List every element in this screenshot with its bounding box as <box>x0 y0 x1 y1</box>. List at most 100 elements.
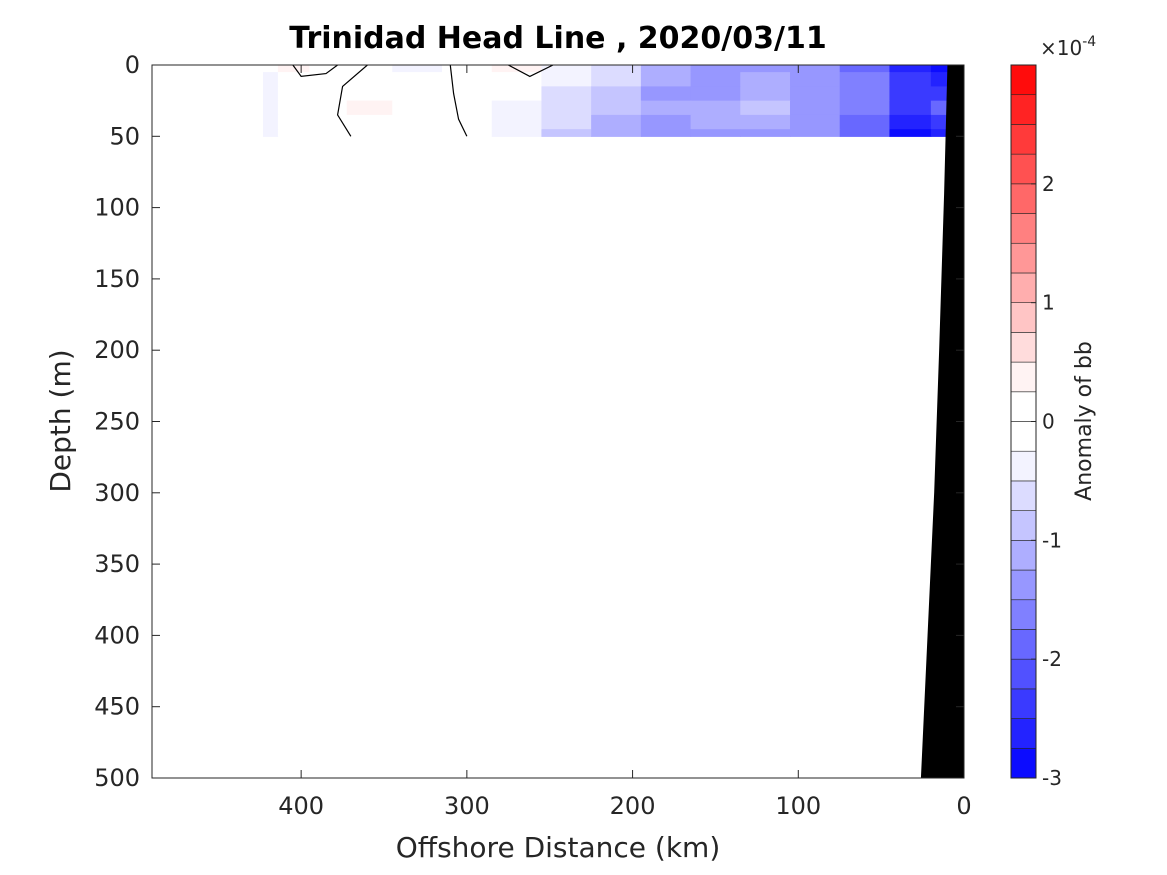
y-tick-label: 0 <box>125 51 140 79</box>
contour-cell <box>640 114 692 130</box>
contour-cell <box>277 86 311 102</box>
zero-contour-line <box>292 65 338 78</box>
y-axis-label: Depth (m) <box>44 349 77 492</box>
colorbar-tick-label: 1 <box>1042 291 1055 315</box>
contour-cell <box>346 100 393 116</box>
contour-cell <box>309 129 348 137</box>
contour-cell <box>263 129 279 137</box>
contour-cell <box>309 100 348 116</box>
contour-cell <box>277 100 311 116</box>
colorbar-swatch <box>1010 629 1037 660</box>
contour-cell <box>392 114 443 130</box>
contour-cell <box>442 86 493 102</box>
contour-fill <box>263 65 949 137</box>
contour-cell <box>263 100 279 116</box>
contour-cell <box>690 100 741 116</box>
contour-cell <box>392 65 443 73</box>
contour-cell <box>491 65 543 73</box>
colorbar-swatch <box>1010 213 1037 244</box>
contour-cell <box>541 100 592 116</box>
contour-cell <box>790 100 841 116</box>
contour-cell <box>309 72 348 87</box>
colorbar-swatch <box>1010 332 1037 363</box>
x-tick-label: 200 <box>610 792 656 820</box>
x-tick-label: 100 <box>775 792 821 820</box>
contour-cell <box>591 114 642 130</box>
x-tick-label: 400 <box>278 792 324 820</box>
contour-cell <box>263 65 279 73</box>
colorbar-swatch <box>1010 510 1037 541</box>
contour-cell <box>442 114 493 130</box>
colorbar-tick-label: 2 <box>1042 172 1055 196</box>
colorbar-swatch <box>1010 94 1037 125</box>
contour-cell <box>839 114 891 130</box>
colorbar-tick-label: 0 <box>1042 410 1055 434</box>
contour-cell <box>392 129 443 137</box>
colorbar-tick-label: -1 <box>1042 528 1062 552</box>
plot-background <box>152 65 964 778</box>
zero-contour-line <box>508 65 554 78</box>
x-tick-label: 300 <box>444 792 490 820</box>
colorbar-swatch <box>1010 302 1037 333</box>
contour-cell <box>930 129 949 137</box>
contour-cell <box>930 65 949 73</box>
contour-cell <box>690 86 741 102</box>
contour-cell <box>889 86 932 102</box>
y-tick-label: 300 <box>94 479 140 507</box>
contour-cell <box>889 72 932 87</box>
contour-cell <box>541 114 592 130</box>
y-tick-label: 450 <box>94 693 140 721</box>
contour-cell <box>346 114 393 130</box>
y-tick-label: 350 <box>94 550 140 578</box>
colorbar-swatch <box>1010 361 1037 393</box>
colorbar-swatch <box>1010 480 1037 511</box>
contour-cell <box>346 65 393 73</box>
y-axis: 0 50 100 150 200 250 300 350 400 450 500 <box>94 51 964 792</box>
contour-cell <box>889 100 932 116</box>
contour-cell <box>442 100 493 116</box>
contour-cell <box>277 129 311 137</box>
contour-cell <box>640 100 692 116</box>
colorbar-ticks: 2 1 0 -1 -2 -3 <box>1031 172 1062 790</box>
contour-cell <box>640 72 692 87</box>
contour-cell <box>591 72 642 87</box>
contour-cell <box>690 114 741 130</box>
contour-cell <box>309 114 348 130</box>
contour-cell <box>930 86 949 102</box>
contour-cell <box>392 86 443 102</box>
bathymetry-land <box>920 65 964 778</box>
contour-cell <box>309 86 348 102</box>
contour-cell <box>740 65 791 73</box>
contour-cell <box>263 114 279 130</box>
x-tick-label: 0 <box>956 792 971 820</box>
colorbar-tick-label: -2 <box>1042 647 1062 671</box>
colorbar-exponent: ×10-4 <box>1040 34 1096 60</box>
colorbar-swatch <box>1010 688 1037 719</box>
colorbar-swatch <box>1010 747 1037 779</box>
contour-cell <box>263 86 279 102</box>
contour-cell <box>346 72 393 87</box>
contour-cell <box>442 72 493 87</box>
contour-cell <box>740 72 791 87</box>
contour-cell <box>839 129 891 137</box>
contour-cell <box>839 100 891 116</box>
contour-cell <box>442 129 493 137</box>
colorbar-swatch <box>1010 421 1037 452</box>
y-tick-label: 500 <box>94 764 140 792</box>
contour-cell <box>541 86 592 102</box>
colorbar-swatch <box>1010 391 1037 422</box>
contour-cell <box>690 72 741 87</box>
contour-cell <box>263 72 279 87</box>
contour-cell <box>790 86 841 102</box>
contour-cell <box>491 129 543 137</box>
colorbar-swatch <box>1010 272 1037 303</box>
x-axis-label: Offshore Distance (km) <box>396 831 721 864</box>
colorbar-swatch <box>1010 153 1037 185</box>
x-axis: 400 300 200 100 0 <box>278 65 972 820</box>
contour-cell <box>541 65 592 73</box>
contour-cell <box>392 72 443 87</box>
colorbar-swatch <box>1010 450 1037 482</box>
colorbar: 2 1 0 -1 -2 -3 ×10-4 Anomaly of bb <box>1010 34 1097 790</box>
zero-contour-lines <box>292 65 554 137</box>
